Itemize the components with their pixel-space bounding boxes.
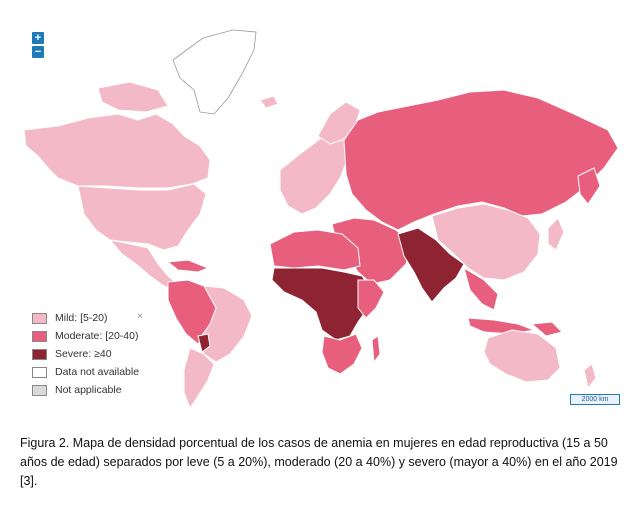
- region-russia[interactable]: [343, 89, 619, 231]
- legend-swatch-severe: [32, 348, 47, 360]
- region-japan[interactable]: [547, 217, 565, 251]
- legend-swatch-mild: [32, 312, 47, 324]
- legend-label-severe: Severe: ≥40: [55, 348, 112, 360]
- legend-item-not-applicable: Not applicable: [32, 381, 139, 399]
- region-iceland[interactable]: [259, 95, 279, 109]
- region-canada[interactable]: [23, 113, 211, 189]
- world-map[interactable]: [18, 18, 626, 410]
- region-bolivia[interactable]: [197, 333, 211, 353]
- legend-label-not-applicable: Not applicable: [55, 384, 122, 396]
- region-arctic-islands[interactable]: [97, 81, 169, 113]
- region-australia[interactable]: [483, 329, 561, 383]
- legend-item-not-available: Data not available: [32, 363, 139, 381]
- region-new-zealand[interactable]: [583, 363, 597, 390]
- region-papua[interactable]: [530, 321, 563, 337]
- region-madagascar[interactable]: [371, 335, 381, 364]
- map-panel[interactable]: + − Mild: [5-20) Moderate: [20-40) Sever…: [18, 18, 626, 410]
- scale-bar: 2000 km: [570, 394, 620, 405]
- legend-item-moderate: Moderate: [20-40): [32, 327, 139, 345]
- region-usa[interactable]: [77, 183, 207, 251]
- region-north-africa[interactable]: [269, 229, 361, 271]
- legend-label-not-available: Data not available: [55, 366, 140, 378]
- region-kamchatka[interactable]: [577, 167, 601, 205]
- region-southern-africa[interactable]: [321, 333, 363, 375]
- legend-swatch-not-available: [32, 366, 47, 378]
- figure-caption: Figura 2. Mapa de densidad porcentual de…: [20, 436, 618, 488]
- region-greenland[interactable]: [172, 29, 257, 115]
- legend-swatch-not-applicable: [32, 384, 47, 396]
- legend-item-mild: Mild: [5-20): [32, 309, 139, 327]
- legend-swatch-moderate: [32, 330, 47, 342]
- region-china[interactable]: [431, 203, 541, 281]
- zoom-in-button[interactable]: +: [32, 32, 44, 44]
- legend-close-icon[interactable]: ×: [137, 311, 143, 322]
- region-southern-cone[interactable]: [183, 347, 215, 410]
- region-brazil[interactable]: [199, 285, 253, 363]
- region-southeast-asia[interactable]: [463, 266, 499, 311]
- region-south-asia[interactable]: [397, 227, 465, 303]
- zoom-out-button[interactable]: −: [32, 46, 44, 58]
- legend-item-severe: Severe: ≥40: [32, 345, 139, 363]
- legend-label-mild: Mild: [5-20): [55, 312, 108, 324]
- region-europe[interactable]: [279, 129, 349, 215]
- legend-label-moderate: Moderate: [20-40): [55, 330, 139, 342]
- region-sub-saharan-africa[interactable]: [271, 267, 373, 341]
- region-caribbean[interactable]: [166, 259, 210, 273]
- region-east-africa[interactable]: [357, 279, 385, 319]
- legend: Mild: [5-20) Moderate: [20-40) Severe: ≥…: [32, 309, 139, 399]
